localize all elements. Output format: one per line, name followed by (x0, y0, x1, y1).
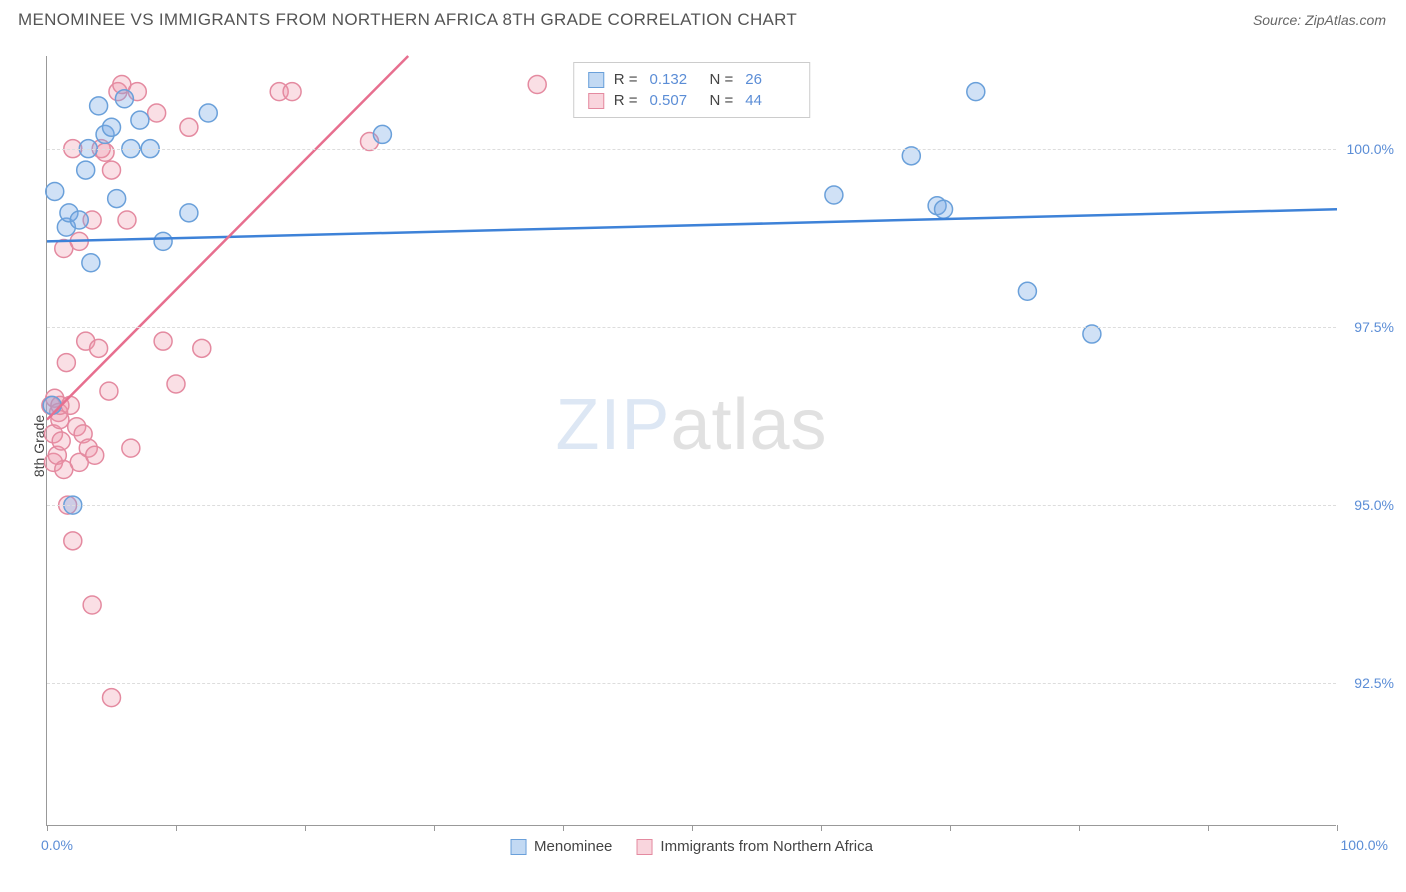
data-point (154, 332, 172, 350)
data-point (77, 161, 95, 179)
swatch-menominee-bottom (510, 839, 526, 855)
x-tick (1079, 825, 1080, 831)
plot-area: ZIPatlas R = 0.132 N = 26 R = 0.507 N = … (46, 56, 1336, 826)
data-point (199, 104, 217, 122)
x-tick (692, 825, 693, 831)
data-point (83, 596, 101, 614)
data-point (115, 90, 133, 108)
x-tick (1337, 825, 1338, 831)
data-point (96, 143, 114, 161)
data-point (825, 186, 843, 204)
data-point (90, 339, 108, 357)
data-point (103, 689, 121, 707)
source-attribution: Source: ZipAtlas.com (1253, 12, 1386, 28)
data-point (283, 83, 301, 101)
x-axis-max-label: 100.0% (1341, 837, 1388, 853)
gridline (47, 683, 1336, 684)
x-tick (821, 825, 822, 831)
data-point (57, 354, 75, 372)
swatch-immigrants-bottom (636, 839, 652, 855)
y-tick-label: 100.0% (1347, 141, 1394, 157)
data-point (82, 254, 100, 272)
data-point (43, 396, 61, 414)
x-axis-min-label: 0.0% (41, 837, 73, 853)
data-point (90, 97, 108, 115)
series-legend: Menominee Immigrants from Northern Afric… (510, 838, 873, 855)
x-tick (1208, 825, 1209, 831)
y-tick-label: 92.5% (1354, 675, 1394, 691)
x-tick (176, 825, 177, 831)
legend-item-menominee: Menominee (510, 838, 612, 855)
chart-title: MENOMINEE VS IMMIGRANTS FROM NORTHERN AF… (18, 10, 797, 30)
y-tick-label: 95.0% (1354, 497, 1394, 513)
scatter-svg (47, 56, 1337, 826)
data-point (52, 432, 70, 450)
chart-header: MENOMINEE VS IMMIGRANTS FROM NORTHERN AF… (0, 0, 1406, 36)
data-point (148, 104, 166, 122)
data-point (46, 182, 64, 200)
data-point (935, 200, 953, 218)
x-tick (305, 825, 306, 831)
data-point (154, 232, 172, 250)
correlation-legend: R = 0.132 N = 26 R = 0.507 N = 44 (573, 62, 811, 118)
data-point (86, 446, 104, 464)
x-tick (47, 825, 48, 831)
legend-row-menominee: R = 0.132 N = 26 (588, 69, 796, 90)
data-point (61, 396, 79, 414)
gridline (47, 327, 1336, 328)
data-point (70, 211, 88, 229)
data-point (108, 190, 126, 208)
data-point (193, 339, 211, 357)
y-axis-label: 8th Grade (31, 415, 47, 477)
data-point (103, 118, 121, 136)
x-tick (434, 825, 435, 831)
y-tick-label: 97.5% (1354, 319, 1394, 335)
data-point (967, 83, 985, 101)
data-point (100, 382, 118, 400)
gridline (47, 149, 1336, 150)
x-tick (563, 825, 564, 831)
legend-row-immigrants: R = 0.507 N = 44 (588, 90, 796, 111)
data-point (122, 439, 140, 457)
data-point (373, 125, 391, 143)
data-point (118, 211, 136, 229)
data-point (1018, 282, 1036, 300)
gridline (47, 505, 1336, 506)
legend-item-immigrants: Immigrants from Northern Africa (636, 838, 873, 855)
x-tick (950, 825, 951, 831)
swatch-immigrants (588, 93, 604, 109)
data-point (64, 532, 82, 550)
data-point (528, 76, 546, 94)
data-point (167, 375, 185, 393)
data-point (131, 111, 149, 129)
data-point (180, 118, 198, 136)
data-point (180, 204, 198, 222)
data-point (103, 161, 121, 179)
swatch-menominee (588, 72, 604, 88)
